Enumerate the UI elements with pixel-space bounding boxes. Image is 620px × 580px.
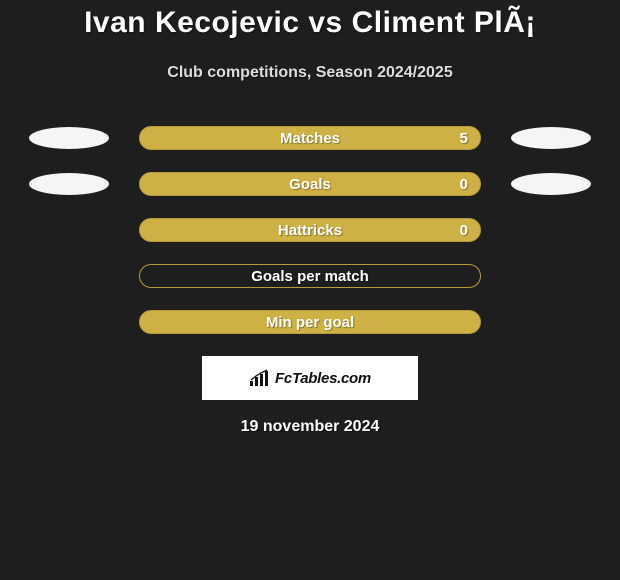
stat-value: 5 [460,130,468,147]
left-badge-ellipse [29,173,109,195]
stat-bar-hattricks: Hattricks 0 [139,218,481,242]
left-badge-ellipse [29,127,109,149]
stat-label: Hattricks [278,222,342,239]
chart-icon [249,369,271,387]
stat-label: Goals [289,176,331,193]
brand-text: FcTables.com [275,370,371,387]
stats-list: Matches 5 Goals 0 Hattricks 0 Goals [0,126,620,334]
stat-bar-min-per-goal: Min per goal [139,310,481,334]
brand-badge[interactable]: FcTables.com [202,356,418,400]
stat-row: Matches 5 [0,126,620,150]
stat-bar-goals: Goals 0 [139,172,481,196]
comparison-widget: Ivan Kecojevic vs Climent PlÃ¡ Club comp… [0,0,620,436]
stat-row: Goals per match [0,264,620,288]
stat-value: 0 [460,222,468,239]
right-badge-ellipse [511,173,591,195]
stat-label: Goals per match [251,268,369,285]
stat-label: Min per goal [266,314,354,331]
season-subtitle: Club competitions, Season 2024/2025 [0,64,620,82]
stat-row: Hattricks 0 [0,218,620,242]
stat-bar-matches: Matches 5 [139,126,481,150]
stat-row: Goals 0 [0,172,620,196]
stat-bar-goals-per-match: Goals per match [139,264,481,288]
stat-row: Min per goal [0,310,620,334]
right-badge-ellipse [511,127,591,149]
date-label: 19 november 2024 [0,418,620,436]
stat-value: 0 [460,176,468,193]
stat-label: Matches [280,130,340,147]
page-title: Ivan Kecojevic vs Climent PlÃ¡ [0,6,620,40]
